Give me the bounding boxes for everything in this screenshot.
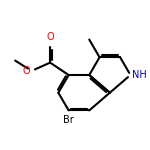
Text: Br: Br: [63, 115, 74, 125]
Text: NH: NH: [132, 70, 147, 80]
Text: O: O: [23, 66, 31, 76]
Text: O: O: [46, 32, 54, 42]
